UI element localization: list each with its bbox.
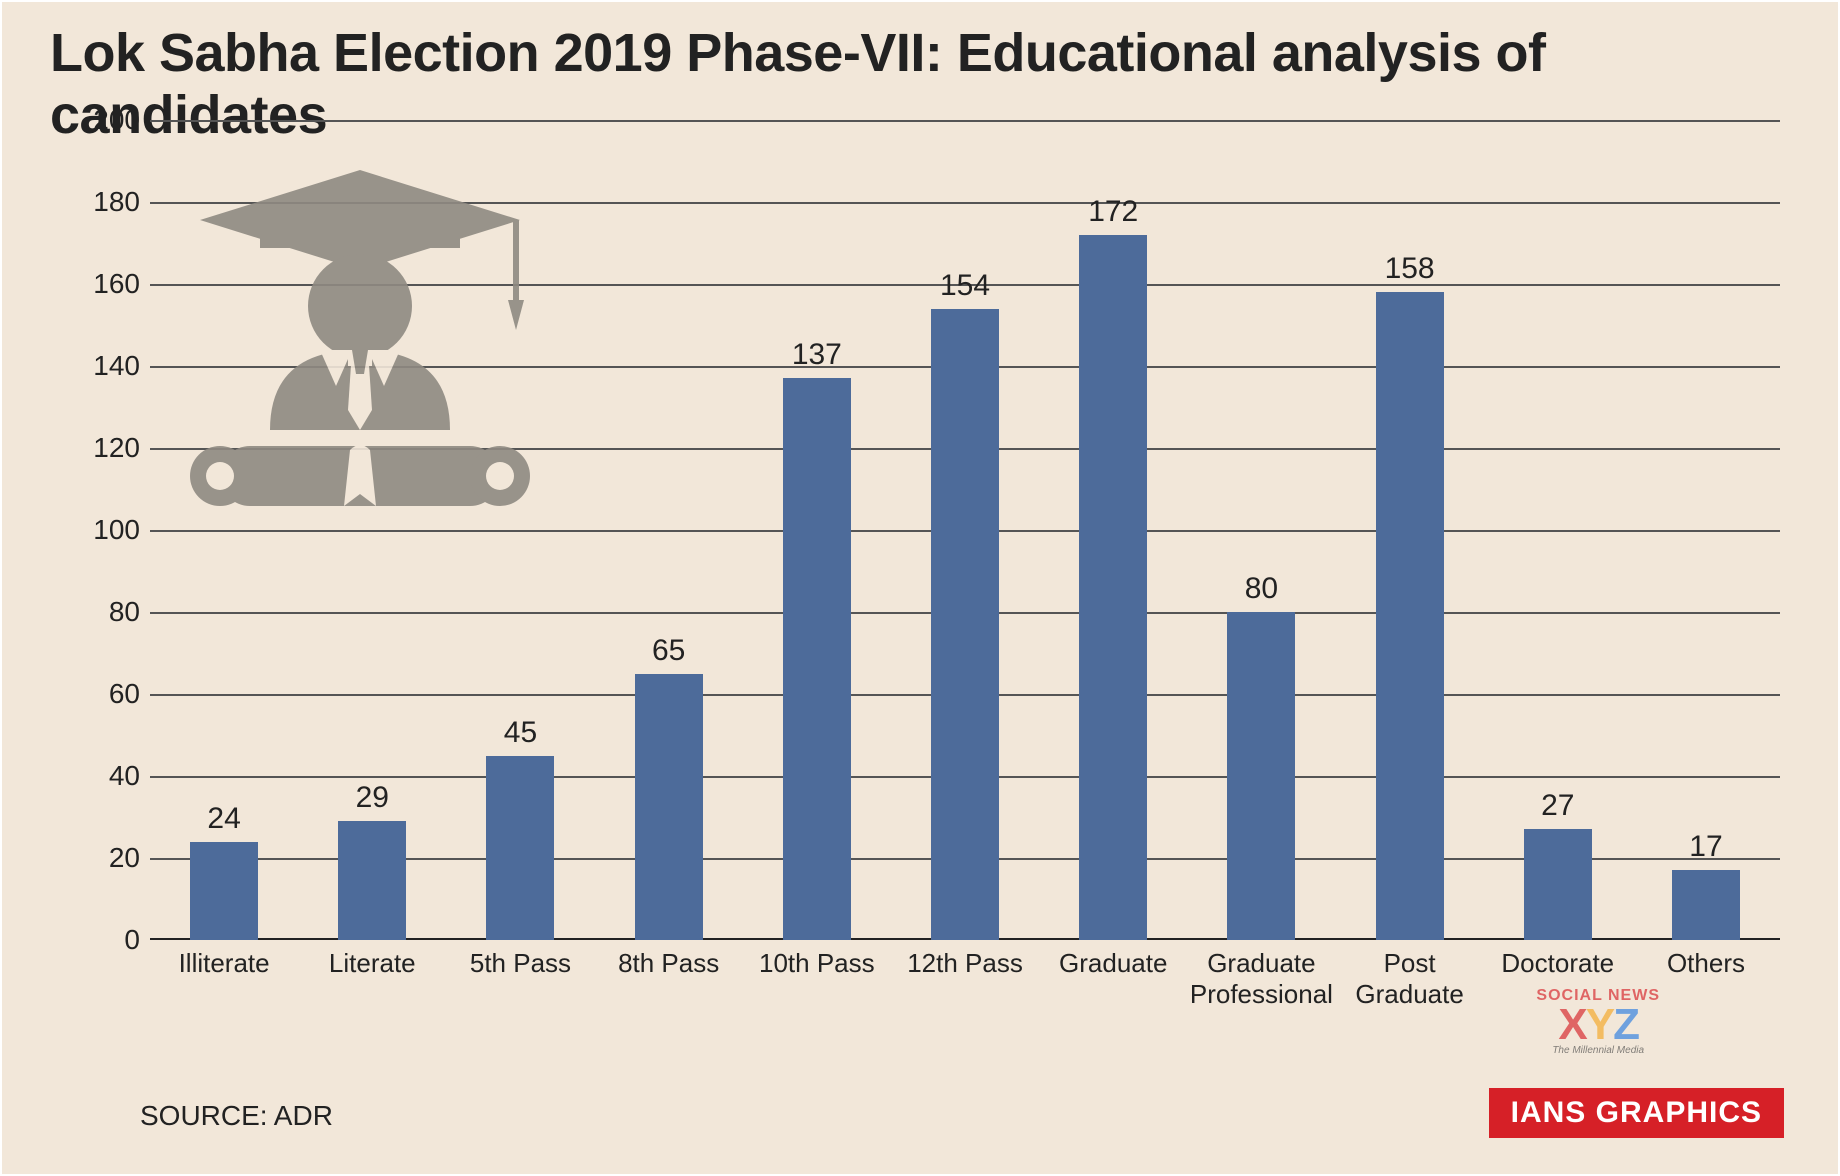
x-tick-label: 8th Pass — [595, 948, 743, 1010]
bar-slot: 172 — [1039, 120, 1187, 940]
bar-rect — [1524, 829, 1592, 940]
bar-rect — [783, 378, 851, 940]
x-tick-label: Graduate — [1039, 948, 1187, 1010]
bar-value-label: 29 — [356, 781, 389, 815]
bar-rect — [931, 309, 999, 940]
bar-value-label: 45 — [504, 716, 537, 750]
source-label: SOURCE: ADR — [140, 1100, 333, 1132]
bar-value-label: 137 — [792, 338, 842, 372]
bar-slot: 17 — [1632, 120, 1780, 940]
bar-value-label: 158 — [1385, 252, 1435, 286]
bar-slot: 80 — [1187, 120, 1335, 940]
bar-value-label: 172 — [1088, 195, 1138, 229]
brand-badge: IANS GRAPHICS — [1489, 1088, 1784, 1138]
bar-slot: 154 — [891, 120, 1039, 940]
y-tick-label: 160 — [80, 268, 140, 300]
bar-slot: 158 — [1336, 120, 1484, 940]
y-tick-label: 200 — [80, 104, 140, 136]
y-tick-label: 80 — [80, 596, 140, 628]
y-tick-label: 60 — [80, 678, 140, 710]
y-tick-label: 120 — [80, 432, 140, 464]
bar-slot: 27 — [1484, 120, 1632, 940]
bar-rect — [635, 674, 703, 941]
bar-slot: 65 — [595, 120, 743, 940]
graduate-icon — [160, 150, 560, 550]
bar-value-label: 65 — [652, 634, 685, 668]
y-tick-label: 20 — [80, 842, 140, 874]
bar-rect — [338, 821, 406, 940]
y-tick-label: 180 — [80, 186, 140, 218]
bar-rect — [190, 842, 258, 940]
x-tick-label: 10th Pass — [743, 948, 891, 1010]
x-tick-label: Illiterate — [150, 948, 298, 1010]
bar-rect — [1079, 235, 1147, 940]
watermark-tag: The Millennial Media — [1536, 1045, 1660, 1056]
bar-value-label: 24 — [207, 802, 240, 836]
watermark-mid: XYZ — [1536, 1005, 1660, 1045]
bar-slot: 137 — [743, 120, 891, 940]
bar-rect — [1672, 870, 1740, 940]
bar-value-label: 17 — [1689, 830, 1722, 864]
bar-value-label: 154 — [940, 269, 990, 303]
x-tick-label: Post Graduate — [1336, 948, 1484, 1010]
x-tick-label: 12th Pass — [891, 948, 1039, 1010]
y-tick-label: 140 — [80, 350, 140, 382]
x-tick-label: Literate — [298, 948, 446, 1010]
y-tick-label: 100 — [80, 514, 140, 546]
y-tick-label: 0 — [80, 924, 140, 956]
x-tick-label: Graduate Professional — [1187, 948, 1335, 1010]
y-tick-label: 40 — [80, 760, 140, 792]
bar-value-label: 27 — [1541, 789, 1574, 823]
x-tick-label: 5th Pass — [446, 948, 594, 1010]
watermark: SOCIAL NEWS XYZ The Millennial Media — [1536, 987, 1660, 1056]
bar-value-label: 80 — [1245, 572, 1278, 606]
bar-rect — [1376, 292, 1444, 940]
bar-rect — [486, 756, 554, 941]
bar-rect — [1227, 612, 1295, 940]
